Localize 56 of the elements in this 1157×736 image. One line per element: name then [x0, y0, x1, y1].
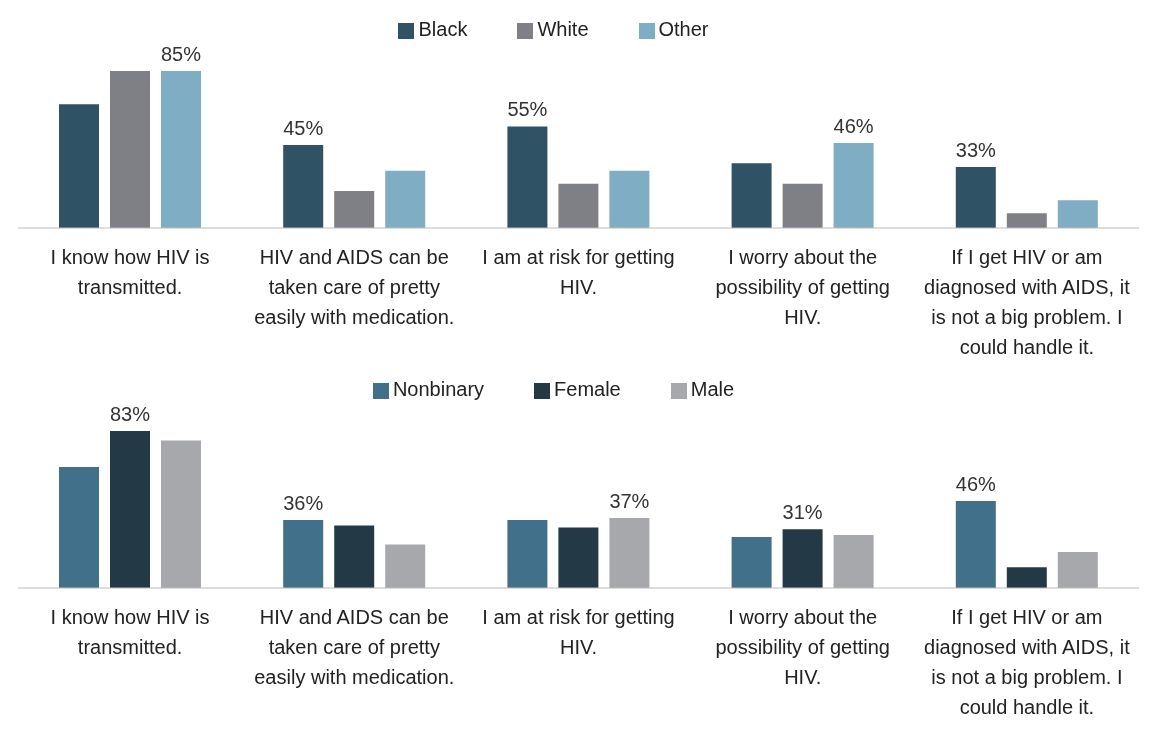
- bar: [161, 71, 201, 228]
- bar: [1057, 200, 1098, 228]
- x-tick-label: I worry about the possibility of getting HIV.: [715, 246, 890, 328]
- legend-label: Other: [658, 18, 709, 40]
- bar: [59, 466, 99, 588]
- data-label: 83%: [109, 403, 151, 425]
- bar: [955, 167, 996, 228]
- bar: [161, 440, 201, 588]
- data-label: 37%: [609, 490, 650, 513]
- bar: [782, 529, 823, 588]
- bar: [731, 163, 772, 228]
- bar: [334, 191, 375, 228]
- bar: [955, 500, 996, 588]
- x-tick-label: I know how HIV is transmitted.: [50, 246, 210, 298]
- legend-label: Nonbinary: [392, 378, 485, 400]
- bar: [283, 144, 324, 228]
- bar: [609, 170, 650, 228]
- bar: [507, 519, 548, 588]
- legend-label: White: [537, 18, 589, 40]
- bar: [609, 518, 650, 588]
- legend-label: Black: [418, 18, 468, 40]
- bar: [283, 519, 324, 588]
- x-tick-label: HIV and AIDS can be taken care of pretty easily with medication.: [254, 606, 455, 688]
- x-tick-label: If I get HIV or am diagnosed with AIDS, it is not a big problem. I could handle it.: [924, 606, 1131, 718]
- data-label: 46%: [955, 472, 997, 495]
- x-tick-label: I am at risk for getting HIV.: [482, 606, 675, 658]
- bar: [731, 536, 772, 588]
- x-tick-label: I am at risk for getting HIV.: [482, 246, 675, 298]
- x-tick-label: I worry about the possibility of getting HIV.: [715, 606, 890, 688]
- data-label: 36%: [283, 491, 324, 514]
- legend-label: Male: [690, 378, 735, 400]
- bar: [1006, 213, 1047, 228]
- bar: [110, 71, 150, 228]
- bar: [782, 183, 823, 228]
- data-label: 33%: [955, 139, 997, 162]
- data-label: 46%: [833, 115, 874, 138]
- data-label: 55%: [507, 98, 548, 121]
- x-tick-label: I know how HIV is transmitted.: [50, 606, 210, 658]
- bar: [507, 126, 548, 228]
- bar: [558, 183, 599, 228]
- legend-label: Female: [554, 378, 621, 400]
- bar: [110, 431, 150, 588]
- bar: [833, 143, 874, 228]
- bar: [833, 535, 874, 588]
- bar: [385, 170, 426, 228]
- bar: [385, 544, 426, 588]
- data-label: 45%: [283, 116, 324, 139]
- bar: [1057, 552, 1098, 588]
- bar: [334, 525, 375, 588]
- bar: [59, 104, 99, 228]
- data-label: 31%: [782, 501, 823, 524]
- data-label: 85%: [160, 43, 202, 65]
- x-tick-label: HIV and AIDS can be taken care of pretty easily with medication.: [254, 246, 455, 328]
- bar: [558, 527, 599, 588]
- x-tick-label: If I get HIV or am diagnosed with AIDS, it is not a big problem. I could handle it.: [924, 246, 1131, 358]
- bar: [1006, 567, 1047, 588]
